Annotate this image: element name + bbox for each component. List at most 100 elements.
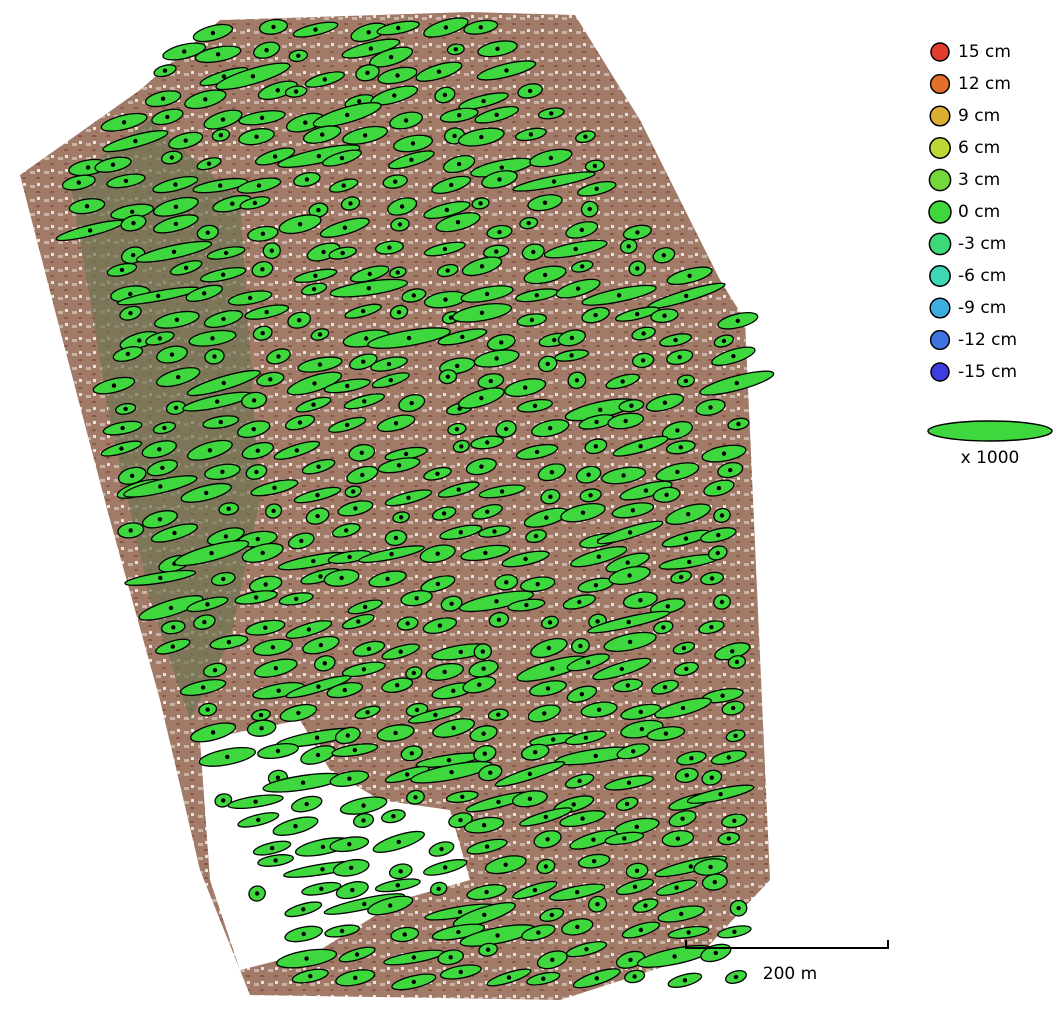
- camera-point: [633, 885, 637, 889]
- camera-point: [710, 576, 714, 580]
- camera-point: [433, 713, 437, 717]
- camera-point: [170, 352, 174, 356]
- camera-point: [265, 310, 269, 314]
- legend-label: 15 cm: [958, 42, 1011, 62]
- camera-point: [271, 25, 275, 29]
- camera-point: [549, 111, 553, 115]
- camera-point: [321, 250, 325, 254]
- camera-point: [259, 726, 263, 730]
- camera-point: [296, 54, 300, 58]
- camera-point: [260, 267, 264, 271]
- camera-point: [480, 264, 484, 268]
- camera-point: [534, 534, 538, 538]
- camera-point: [112, 383, 116, 387]
- camera-point: [365, 710, 369, 714]
- camera-point: [489, 379, 493, 383]
- camera-point: [451, 689, 455, 693]
- camera-point: [458, 910, 462, 914]
- camera-point: [293, 824, 297, 828]
- camera-point: [412, 671, 416, 675]
- camera-point: [391, 814, 395, 818]
- camera-point: [393, 731, 397, 735]
- legend-label: -12 cm: [958, 330, 1017, 350]
- camera-point: [588, 207, 592, 211]
- camera-point: [263, 626, 267, 630]
- camera-point: [360, 451, 364, 455]
- camera-point: [504, 427, 508, 431]
- camera-point: [349, 866, 353, 870]
- camera-point: [735, 660, 739, 664]
- camera-point: [443, 865, 447, 869]
- camera-point: [528, 89, 532, 93]
- camera-point: [210, 336, 214, 340]
- camera-point: [157, 447, 161, 451]
- camera-point: [444, 25, 448, 29]
- camera-point: [301, 907, 305, 911]
- camera-point: [119, 446, 123, 450]
- camera-point: [436, 582, 440, 586]
- camera-point: [684, 536, 688, 540]
- camera-point: [679, 912, 683, 916]
- camera-point: [396, 883, 400, 887]
- camera-point: [120, 426, 124, 430]
- camera-point: [388, 903, 392, 907]
- camera-point: [213, 668, 217, 672]
- camera-point: [256, 449, 260, 453]
- camera-point: [204, 491, 208, 495]
- camera-point: [458, 818, 462, 822]
- camera-point: [273, 858, 277, 862]
- camera-point: [342, 183, 346, 187]
- camera-point: [261, 331, 265, 335]
- camera-point: [580, 264, 584, 268]
- camera-point: [593, 164, 597, 168]
- camera-point: [449, 602, 453, 606]
- camera-point: [120, 268, 124, 272]
- camera-point: [320, 132, 324, 136]
- camera-point: [594, 583, 598, 587]
- camera-point: [385, 577, 389, 581]
- camera-point: [536, 582, 540, 586]
- camera-point: [627, 620, 631, 624]
- camera-point: [270, 846, 274, 850]
- camera-point: [208, 448, 212, 452]
- camera-point: [361, 309, 365, 313]
- camera-point: [445, 208, 449, 212]
- camera-point: [684, 379, 688, 383]
- camera-point: [543, 273, 547, 277]
- camera-point: [581, 511, 585, 515]
- camera-point: [438, 623, 442, 627]
- camera-point: [276, 354, 280, 358]
- camera-point: [405, 772, 409, 776]
- camera-point: [583, 135, 587, 139]
- camera-point: [627, 573, 631, 577]
- camera-point: [543, 201, 547, 205]
- camera-point: [85, 204, 89, 208]
- camera-point: [446, 268, 450, 272]
- camera-point: [353, 506, 357, 510]
- camera-point: [576, 286, 580, 290]
- camera-point: [617, 293, 621, 297]
- camera-point: [621, 473, 625, 477]
- camera-point: [305, 802, 309, 806]
- camera-point: [182, 49, 186, 53]
- camera-point: [355, 952, 359, 956]
- camera-point: [626, 560, 630, 564]
- camera-point: [584, 736, 588, 740]
- camera-point: [316, 685, 320, 689]
- camera-point: [709, 625, 713, 629]
- camera-point: [595, 976, 599, 980]
- camera-point: [111, 163, 115, 167]
- camera-point: [524, 603, 528, 607]
- camera-point: [406, 496, 410, 500]
- camera-point: [315, 736, 319, 740]
- camera-point: [577, 779, 581, 783]
- camera-point: [397, 840, 401, 844]
- camera-point: [635, 266, 639, 270]
- camera-point: [687, 274, 691, 278]
- camera-point: [477, 683, 481, 687]
- camera-point: [301, 781, 305, 785]
- camera-point: [363, 133, 367, 137]
- camera-point: [638, 598, 642, 602]
- camera-point: [256, 818, 260, 822]
- camera-point: [156, 294, 160, 298]
